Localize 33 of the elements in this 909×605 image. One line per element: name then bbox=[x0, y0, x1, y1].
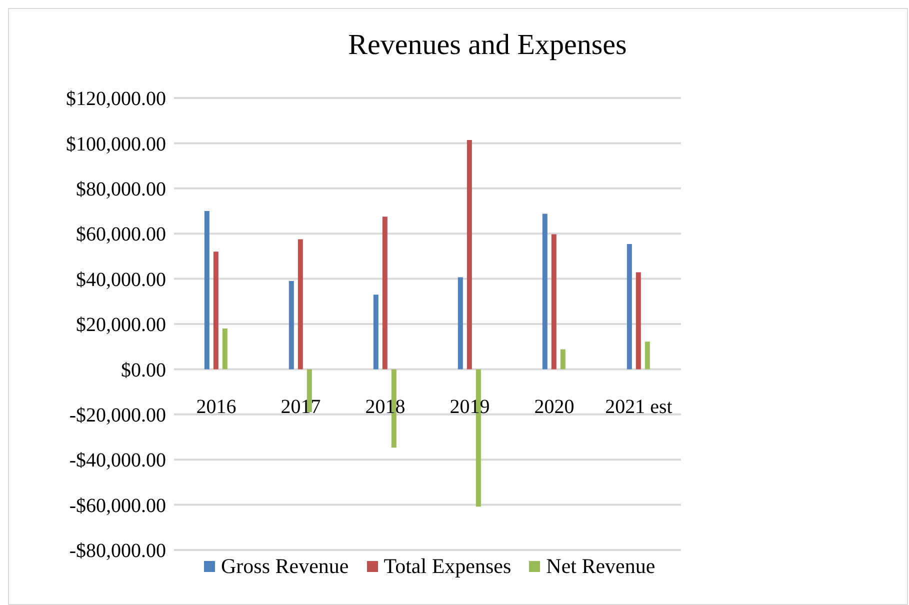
bar bbox=[626, 244, 632, 370]
y-tick-label: $100,000.00 bbox=[66, 133, 166, 156]
bar bbox=[298, 239, 303, 370]
bar bbox=[466, 140, 472, 370]
bar bbox=[373, 294, 378, 370]
bar bbox=[644, 342, 650, 370]
y-tick-label: $80,000.00 bbox=[76, 178, 166, 200]
y-tick-label: -$40,000.00 bbox=[69, 450, 166, 472]
y-tick-label: $0.00 bbox=[121, 359, 166, 382]
y-tick-label: -$80,000.00 bbox=[69, 540, 166, 562]
y-tick-label: $120,000.00 bbox=[66, 88, 166, 110]
bar bbox=[542, 214, 548, 370]
bar bbox=[288, 281, 294, 370]
y-tick-label: $60,000.00 bbox=[76, 224, 166, 246]
bar bbox=[204, 211, 210, 370]
bar bbox=[636, 272, 641, 370]
y-tick-label: $40,000.00 bbox=[76, 268, 166, 291]
bar bbox=[382, 216, 388, 370]
y-tick-label: $20,000.00 bbox=[76, 314, 166, 336]
x-tick-label: 2016 bbox=[196, 396, 236, 418]
legend-label: Total Expenses bbox=[384, 554, 512, 579]
bar bbox=[551, 234, 556, 370]
x-tick-label: 2021 est bbox=[605, 396, 673, 418]
legend-label: Gross Revenue bbox=[221, 554, 349, 579]
y-tick-label: -$60,000.00 bbox=[69, 494, 166, 517]
legend-label: Net Revenue bbox=[546, 554, 656, 579]
x-tick-label: 2020 bbox=[534, 396, 574, 418]
bar bbox=[458, 277, 463, 370]
bar bbox=[222, 328, 228, 370]
bar bbox=[560, 349, 566, 370]
chart-title: Revenues and Expenses bbox=[347, 29, 628, 62]
bar bbox=[213, 252, 218, 370]
y-tick-label: -$20,000.00 bbox=[69, 404, 166, 426]
